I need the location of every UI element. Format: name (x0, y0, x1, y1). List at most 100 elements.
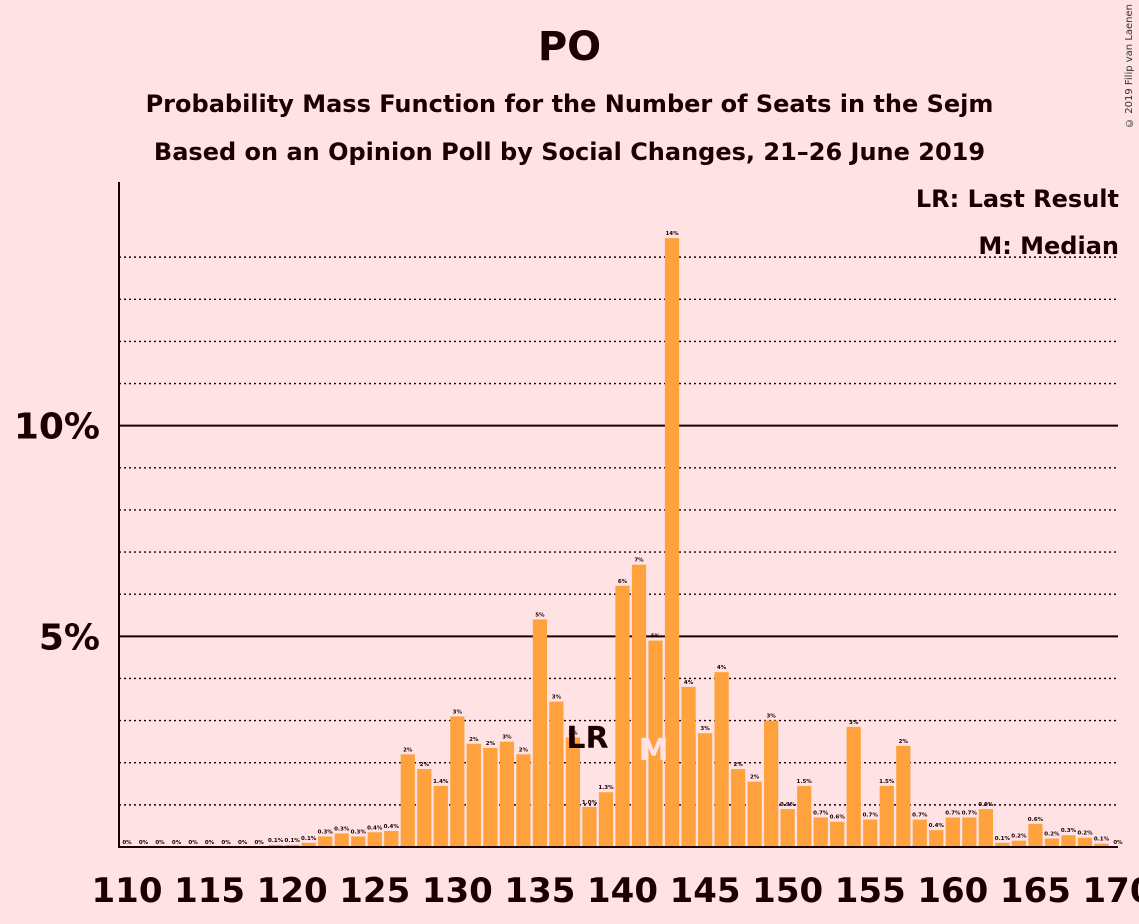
bar-label-122: 0.3% (318, 829, 334, 835)
bar-168 (1077, 837, 1093, 847)
bar-label-155: 0.7% (863, 813, 879, 819)
bar-136 (549, 701, 564, 847)
bar-127 (400, 754, 415, 847)
x-tick-label: 145 (670, 871, 741, 911)
bar-label-149: 3% (766, 714, 776, 720)
bar-label-153: 0.6% (830, 815, 846, 821)
bar-145 (697, 733, 713, 847)
bar-label-158: 0.7% (912, 813, 928, 819)
bar-169 (1094, 843, 1109, 847)
bar-label-120: 0.1% (285, 838, 301, 844)
bar-164 (1011, 840, 1027, 847)
bar-label-167: 0.3% (1061, 828, 1077, 834)
bar-label-119: 0.1% (268, 838, 284, 844)
bar-label-128: 2% (420, 762, 430, 768)
bar-124 (351, 836, 366, 847)
x-tick-label: 135 (504, 871, 575, 911)
y-tick-label: 5% (39, 617, 100, 658)
y-tick-label: 10% (14, 407, 100, 448)
bar-132 (483, 747, 498, 847)
bar-143 (664, 238, 680, 847)
bar-label-113: 0% (172, 840, 182, 846)
chart-title: PO (537, 24, 602, 70)
bar-152 (813, 817, 828, 847)
bar-133 (499, 741, 514, 847)
bar-label-147: 2% (733, 762, 743, 768)
bar-149 (764, 720, 779, 847)
bar-label-131: 2% (469, 737, 479, 743)
x-tick-label: 130 (422, 871, 493, 911)
bar-123 (334, 833, 349, 847)
bar-155 (863, 819, 878, 847)
bar-label-156: 1.5% (879, 779, 895, 785)
bar-161 (962, 817, 977, 847)
legend-median: M: Median (978, 232, 1119, 260)
bar-label-110: 0% (122, 840, 132, 846)
bar-label-148: 2% (750, 775, 760, 781)
bar-label-127: 2% (403, 747, 413, 753)
bar-131 (466, 743, 481, 847)
chart-subtitle-1: Probability Mass Function for the Number… (145, 90, 994, 118)
bar-label-166: 0.2% (1044, 832, 1060, 838)
bar-label-116: 0% (221, 840, 231, 846)
x-tick-label: 170 (1083, 871, 1139, 911)
bar-label-136: 3% (552, 695, 562, 701)
last-result-marker: LR (566, 721, 608, 756)
bar-label-130: 3% (453, 709, 463, 715)
bar-label-150: 0.9% (780, 802, 796, 808)
bar-157 (896, 745, 911, 847)
x-tick-label: 160 (917, 871, 988, 911)
bar-153 (830, 821, 845, 847)
bar-144 (681, 686, 696, 847)
bar-129 (433, 785, 448, 847)
bar-label-142: 5% (651, 634, 661, 640)
bar-134 (516, 754, 531, 847)
x-tick-label: 120 (257, 871, 328, 911)
x-tick-label: 140 (587, 871, 658, 911)
bar-121 (301, 842, 316, 847)
bar-137 (565, 737, 581, 847)
bar-label-139: 1.3% (598, 785, 614, 791)
bar-label-151: 1.5% (797, 779, 813, 785)
x-tick-label: 110 (92, 871, 163, 911)
bar-label-126: 0.4% (384, 824, 400, 830)
bar-119 (268, 844, 283, 847)
bar-label-168: 0.2% (1077, 831, 1093, 837)
bar-130 (450, 716, 465, 847)
bar-label-140: 6% (618, 579, 628, 585)
bar-128 (417, 769, 432, 847)
bar-156 (879, 785, 894, 847)
bar-135 (532, 619, 548, 847)
bar-label-117: 0% (238, 840, 248, 846)
bar-label-125: 0.4% (367, 825, 383, 831)
bar-label-159: 0.4% (929, 823, 945, 829)
x-tick-label: 115 (174, 871, 245, 911)
bar-163 (995, 842, 1010, 847)
bar-151 (797, 785, 812, 847)
bar-label-145: 3% (700, 726, 710, 732)
bar-label-111: 0% (139, 840, 149, 846)
bar-167 (1061, 835, 1076, 847)
bar-154 (846, 726, 861, 847)
bar-label-133: 3% (502, 735, 512, 741)
bar-label-135: 5% (535, 612, 545, 618)
chart-subtitle-2: Based on an Opinion Poll by Social Chang… (153, 138, 986, 166)
bar-150 (780, 809, 795, 847)
bar-label-112: 0% (155, 840, 165, 846)
bar-label-129: 1.4% (433, 779, 449, 785)
bar-162 (978, 809, 993, 847)
bar-label-146: 4% (717, 665, 727, 671)
bar-label-114: 0% (188, 840, 198, 846)
bar-label-157: 2% (899, 739, 909, 745)
bar-122 (318, 836, 333, 847)
bar-label-163: 0.1% (995, 836, 1011, 842)
bar-139 (598, 792, 614, 847)
bar-label-138: 1.0% (582, 800, 598, 806)
bar-label-137: 3% (568, 730, 578, 736)
bar-label-144: 4% (684, 680, 694, 686)
bar-label-141: 7% (634, 558, 644, 564)
bar-label-134: 2% (519, 747, 529, 753)
x-tick-label: 125 (339, 871, 410, 911)
bar-label-124: 0.3% (351, 829, 367, 835)
